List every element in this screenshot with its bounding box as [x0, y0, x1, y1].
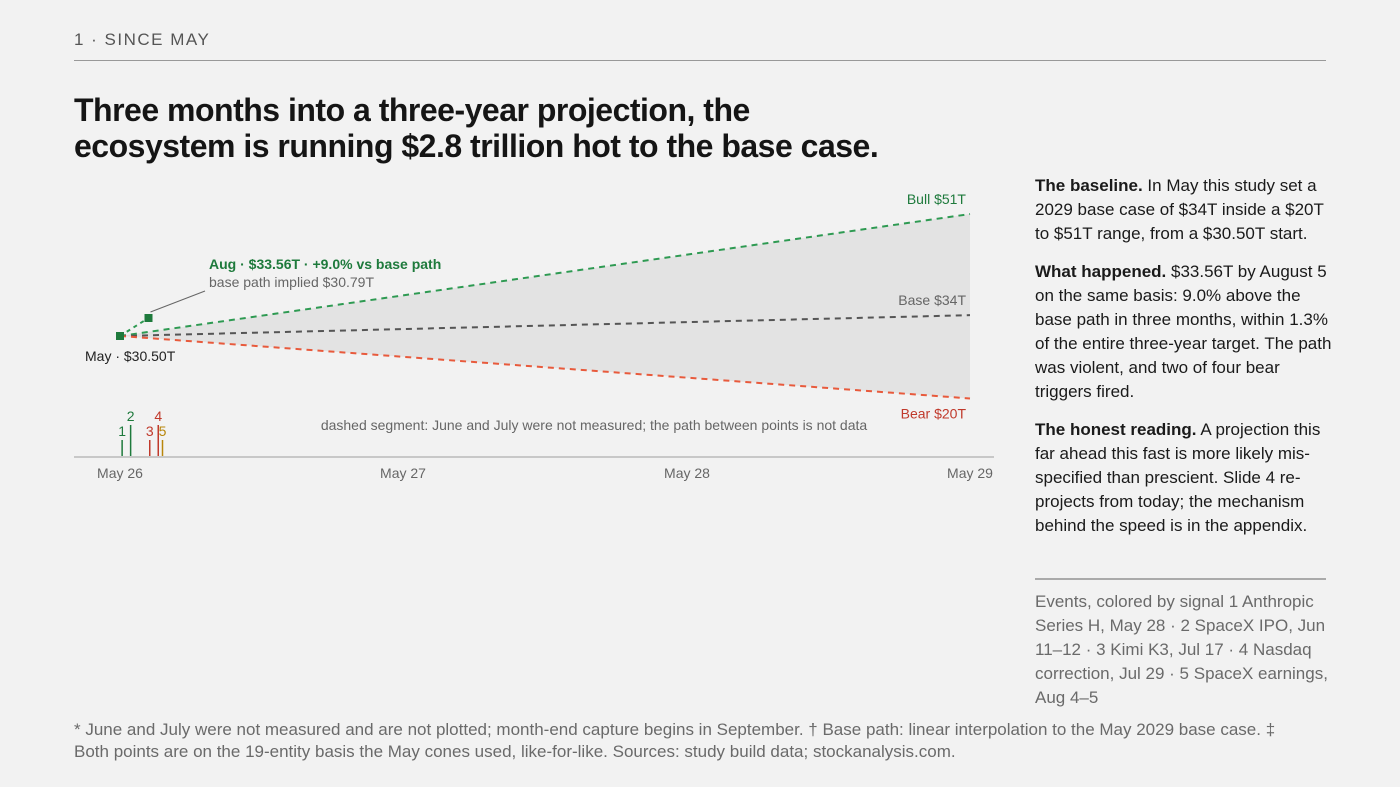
x-tick-label: May 27	[380, 465, 426, 481]
unmeasured-segment	[119, 317, 150, 337]
aug-point-marker	[144, 314, 153, 322]
sidebar-divider	[1035, 578, 1326, 580]
footnote: * June and July were not measured and ar…	[74, 720, 1276, 761]
baseline-heading: The baseline.	[1035, 176, 1143, 195]
may-point-label: May · $30.50T	[85, 348, 176, 364]
what-happened-text: $33.56T by August 5 on the same basis: 9…	[1035, 262, 1332, 401]
event-label: 2	[127, 408, 135, 424]
baseline-paragraph: The baseline. In May this study set a 20…	[1035, 174, 1335, 246]
x-tick-label: May 29	[947, 465, 993, 481]
actual-points: May · $30.50T Aug · $33.56T · +9.0% vs ba…	[85, 256, 441, 364]
event-label: 4	[154, 408, 162, 424]
headline: Three months into a three-year projectio…	[74, 92, 974, 164]
baseline-text: In May this study set a 2029 base case o…	[1035, 176, 1324, 243]
headline-line-2: ecosystem is running $2.8 trillion hot t…	[74, 128, 879, 164]
projection-cone	[120, 214, 970, 399]
aug-point-label: Aug · $33.56T · +9.0% vs base path	[209, 256, 441, 272]
honest-reading-heading: The honest reading.	[1035, 420, 1197, 439]
event-label: 3	[146, 423, 154, 439]
series-line-base	[119, 314, 971, 337]
sidebar-commentary: The baseline. In May this study set a 20…	[1035, 174, 1335, 552]
chart-annotation: dashed segment: June and July were not m…	[321, 417, 868, 433]
what-happened-heading: What happened.	[1035, 262, 1167, 281]
top-divider	[74, 60, 1326, 61]
aug-point-sublabel: base path implied $30.79T	[209, 274, 374, 290]
events-legend: Events, colored by signal 1 Anthropic Se…	[1035, 592, 1328, 707]
section-label: 1 · SINCE MAY	[74, 30, 211, 49]
series-labels: Bull $51T Base $34T Bear $20T	[898, 191, 966, 421]
headline-line-1: Three months into a three-year projectio…	[74, 92, 750, 128]
series-line-bull	[119, 213, 971, 337]
may-point-marker	[116, 332, 124, 340]
x-tick-label: May 26	[97, 465, 143, 481]
event-label: 1	[118, 423, 126, 439]
honest-reading-paragraph: The honest reading. A projection this fa…	[1035, 418, 1335, 538]
series-lines	[119, 213, 971, 400]
event-label: 5	[159, 423, 167, 439]
series-label-bull: Bull $51T	[907, 191, 967, 207]
projection-chart: May 26 May 27 May 28 May 29 Bull $51T Base $…	[74, 191, 994, 481]
what-happened-paragraph: What happened. $33.56T by August 5 on th…	[1035, 260, 1335, 404]
honest-reading-text: A projection this far ahead this fast is…	[1035, 420, 1321, 535]
series-label-bear: Bear $20T	[901, 405, 967, 421]
x-axis-ticks: May 26 May 27 May 28 May 29	[97, 465, 993, 481]
aug-leader-line	[150, 290, 206, 313]
x-tick-label: May 28	[664, 465, 710, 481]
series-label-base: Base $34T	[898, 292, 966, 308]
